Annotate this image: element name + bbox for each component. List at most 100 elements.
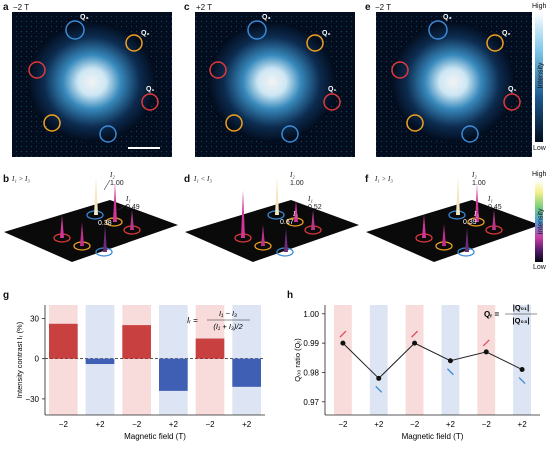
band-bg (334, 305, 352, 415)
panel-d-i1: I₁ (308, 195, 313, 203)
panel-h-letter: h (287, 290, 294, 301)
stm-image-c (195, 12, 355, 157)
x-axis-label: Magnetic field (T) (402, 432, 464, 441)
data-point (376, 375, 382, 381)
chart-h: 1.00 0.99 0.98 0.97 −2 +2 −2 +2 −2 +2 Magnetic fie… (293, 303, 540, 441)
q1-label-a: Q₁ (146, 86, 155, 93)
formula-lhs: Iᵣ = (187, 316, 198, 325)
x-tick-label: −2 (132, 420, 142, 429)
bar (232, 358, 261, 387)
formula-lhs: Qᵣ = (484, 310, 499, 319)
bar-bg-band (195, 305, 225, 415)
x-tick-label: −2 (59, 420, 69, 429)
band-bg (477, 305, 496, 415)
q1-label-e: Q₁ (508, 86, 517, 93)
bar (159, 358, 188, 391)
panel-g-letter: g (3, 290, 10, 301)
formula-den: |Q₀₃| (513, 316, 530, 325)
x-tick-label: +2 (95, 420, 105, 429)
panel-b-i2: I₂ (110, 171, 115, 179)
bar (195, 338, 225, 359)
peak-plot-f (366, 176, 540, 262)
band-bg (513, 305, 531, 415)
panel-c-field: +2 T (196, 3, 213, 12)
arrow-marker (446, 368, 454, 376)
panel-e-field: −2 T (375, 3, 392, 12)
panel-d-i3: I₃ (293, 210, 298, 218)
band-bg (369, 305, 388, 415)
band-bg (405, 305, 424, 415)
panel-b-v2: 1.00 (110, 180, 124, 187)
y-tick-label: 0.99 (303, 339, 319, 348)
panel-b-condition: I₁ > I₃ (12, 175, 30, 183)
y-tick-label: 0.97 (303, 398, 319, 407)
colorbar-mid-title: Intensity (537, 208, 545, 235)
panel-f-v1: 0.45 (488, 204, 502, 211)
x-tick-label: −2 (410, 420, 420, 429)
q2-label-a: Q₂ (141, 30, 150, 37)
y-tick-label: 0 (35, 355, 40, 364)
x-tick-label: +2 (374, 420, 384, 429)
bar (49, 323, 78, 359)
data-point (447, 358, 453, 364)
panel-a-letter: a (3, 2, 9, 13)
y-axis-label: Q₀₀ ratio (Qᵣ) (293, 338, 302, 382)
colorbar-mid-high: High (532, 171, 547, 178)
arrow-marker (482, 339, 490, 347)
arrow-marker (518, 377, 526, 384)
formula-num: |Q₀₁| (513, 303, 530, 312)
panel-f-i2: I₂ (472, 171, 477, 179)
stm-image-e (376, 12, 532, 157)
data-point (483, 349, 489, 355)
peak-plots (4, 176, 543, 262)
data-point (340, 340, 346, 346)
peak-plot-d (185, 176, 359, 262)
x-tick-label: +2 (518, 420, 528, 429)
q2-label-c: Q₂ (322, 30, 331, 37)
x-tick-label: +2 (169, 420, 179, 429)
y-tick-label: 1.00 (303, 310, 319, 319)
x-tick-label: −2 (482, 420, 492, 429)
bar-bg-band (122, 305, 151, 415)
panel-e-letter: e (365, 2, 371, 13)
data-point (412, 340, 418, 346)
arrow-marker (375, 385, 383, 393)
colorbar-top-high: High (532, 3, 547, 10)
y-tick-label: −30 (25, 395, 39, 404)
series-line (342, 342, 523, 380)
panel-f-letter: f (365, 174, 369, 185)
stm-image-a (12, 12, 172, 157)
colorbar-top-low: Low (533, 145, 546, 152)
peak-plot-b (4, 176, 178, 262)
formula-num: I₁ − I₃ (219, 309, 237, 318)
panel-d-letter: d (184, 174, 191, 185)
bar (85, 358, 115, 365)
y-tick-label: 30 (30, 314, 39, 323)
colorbar-top (535, 12, 543, 142)
x-tick-label: −2 (338, 420, 348, 429)
panel-b-v3: 0.38 (98, 220, 112, 227)
panel-d-v2: 1.00 (290, 180, 304, 187)
chart-g: 30 0 −30 −2 +2 −2 +2 −2 +2 Magnetic field (T) Inte… (15, 305, 265, 441)
panel-d-condition: I₁ < I₃ (194, 175, 212, 183)
panel-f-v3: 0.39 (463, 219, 477, 226)
panel-d-i2: I₂ (290, 171, 295, 179)
bar-bg-band (49, 305, 78, 415)
q1-label-c: Q₁ (328, 86, 337, 93)
panel-f-i1: I₁ (488, 195, 493, 203)
panel-b-letter: b (3, 174, 10, 185)
q3-label-e: Q₃ (443, 14, 452, 21)
formula-den: (I₁ + I₃)/2 (213, 322, 243, 331)
x-tick-label: +2 (242, 420, 252, 429)
panel-b-v1: 0.49 (126, 204, 140, 211)
x-axis-label: Magnetic field (T) (124, 432, 186, 441)
panel-d-v1: 0.52 (308, 204, 322, 211)
x-tick-label: +2 (446, 420, 456, 429)
colorbar-top-title: Intensity (537, 62, 545, 89)
panel-c-letter: c (184, 2, 190, 13)
panel-d-v3: 0.67 (280, 219, 294, 226)
stm-images (12, 12, 543, 157)
x-tick-label: −2 (205, 420, 215, 429)
panel-b-i1: I₁ (126, 195, 131, 203)
panel-f-v2: 1.00 (472, 180, 486, 187)
